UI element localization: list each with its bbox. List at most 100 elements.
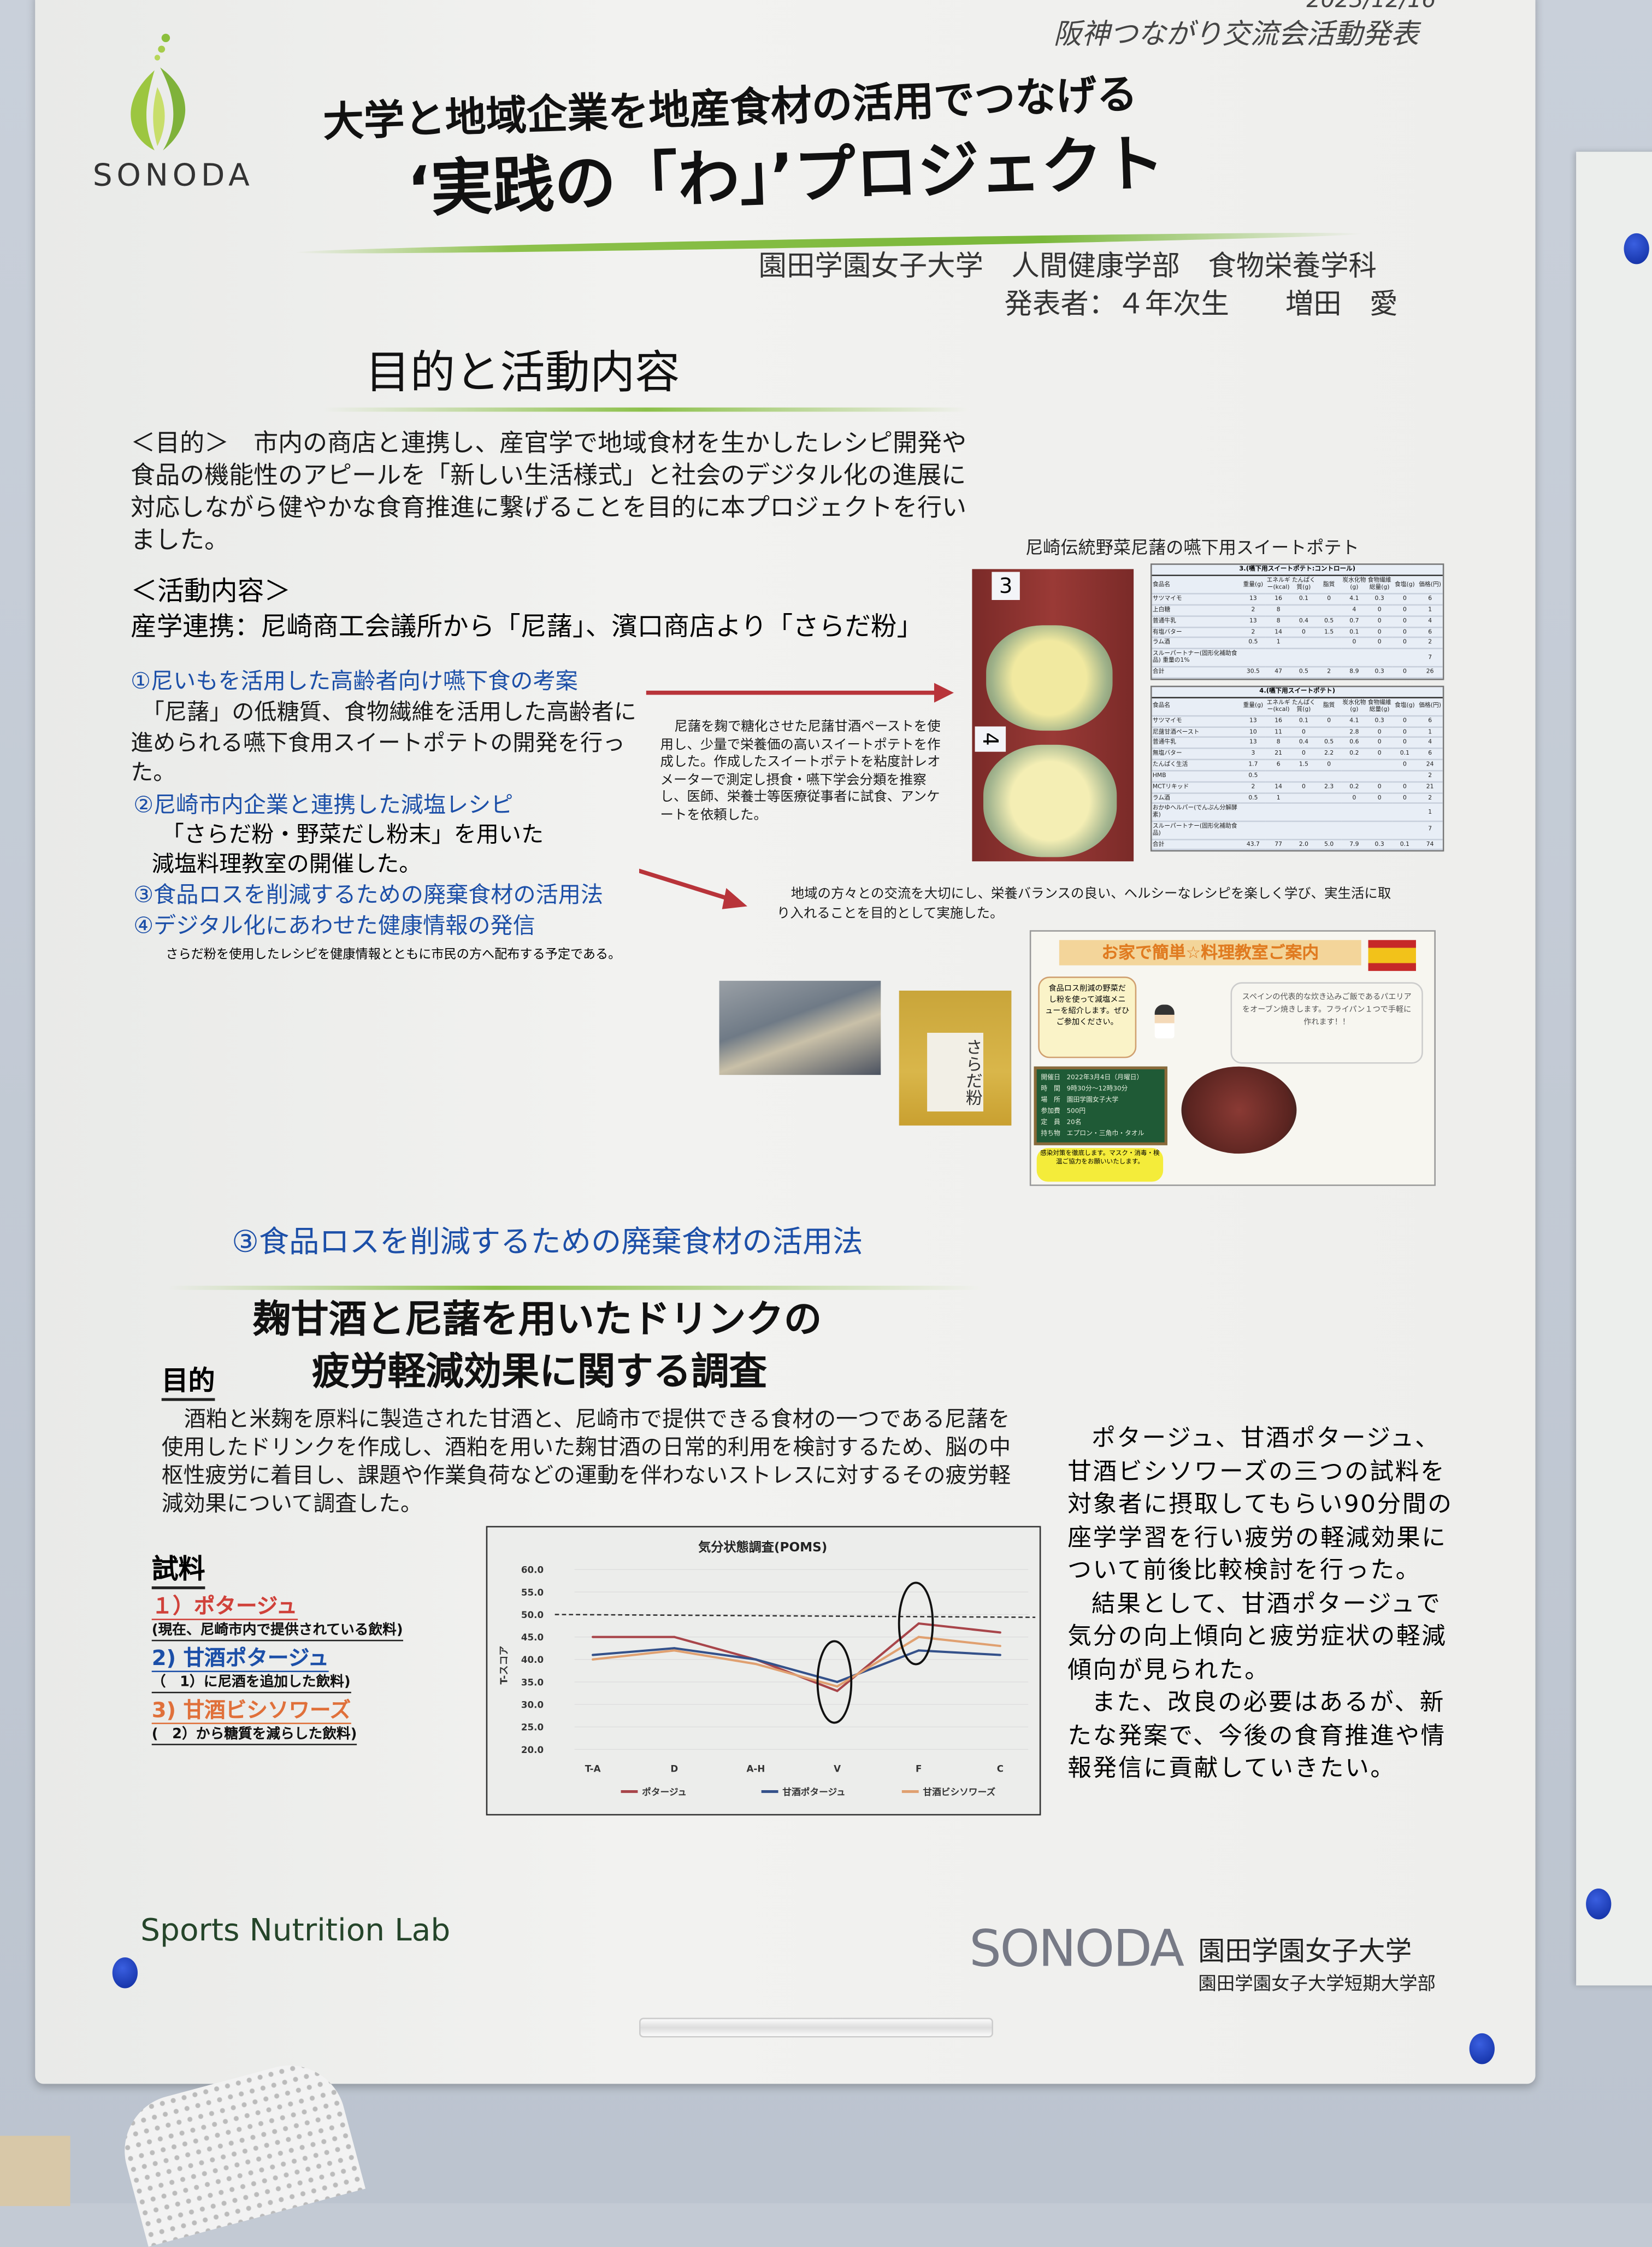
study-title-line1: 麹甘酒と尼藷を用いたドリンクの (252, 1298, 822, 1342)
table-cell (1240, 803, 1266, 822)
arrow-right-icon (646, 683, 954, 703)
table-row: ラム酒 0.5 1 0 0 0 2 (1152, 792, 1443, 804)
table-row: サツマイモ 13 16 0.1 0 4.1 0.3 0 6 (1152, 593, 1443, 605)
board-line: 開催日 2022年3月4日（月曜日） (1041, 1075, 1143, 1082)
y-tick-label: 50.0 (521, 1609, 544, 1620)
table-cell: 0.1 (1291, 593, 1317, 605)
table-cell: 0.6 (1341, 737, 1367, 750)
discussion-text: ポタージュ、甘酒ポタージュ、甘酒ビシソワーズの三つの試料を対象者に摂取してもらい… (1067, 1424, 1461, 1787)
table-cell: 1 (1417, 604, 1443, 617)
class-note: 地域の方々との交流を大切にし、栄養バランスの良い、ヘルシーなレシピを楽しく学び、… (776, 886, 1391, 922)
table-cell: 無塩バター (1152, 748, 1241, 761)
activity-item-4-title: ④デジタル化にあわせた健康情報の発信 (133, 911, 535, 939)
data-point (673, 1647, 676, 1650)
table-cell: 0 (1341, 792, 1367, 804)
push-pin-icon (1469, 2033, 1495, 2064)
table-cell (1266, 803, 1291, 822)
legend-label: ポタージュ (642, 1786, 687, 1797)
table-cell (1266, 770, 1291, 783)
table-cell: 0.5 (1316, 615, 1342, 628)
table-cell: 13 (1240, 715, 1266, 727)
samples-label: 試料 (151, 1554, 205, 1589)
paella-photo (1181, 1066, 1297, 1154)
table-cell: 0 (1367, 748, 1393, 761)
section-heading: 目的と活動内容 (365, 345, 680, 399)
table-cell: 13 (1240, 593, 1266, 605)
column-header: 炭水化物(g) (1341, 577, 1367, 595)
adjacent-poster-edge (1576, 151, 1652, 1986)
table-row: スルーパートナー(固形化補助食品) 重量の1% 7 (1152, 649, 1443, 667)
sample-flag: 4 (975, 726, 1006, 752)
column-header: 食品名 (1152, 577, 1241, 595)
data-point (999, 1631, 1001, 1634)
column-header: たんぱく質(g) (1291, 577, 1317, 595)
table-cell: 0.3 (1367, 715, 1393, 727)
nutrition-table-control: 3.(嚥下用スイートポテト:コントロール) 食品名 重量(g) エネルギー(kcal)… (1150, 563, 1444, 680)
table-cell: 有塩バター (1152, 626, 1241, 639)
table-cell: 2.3 (1316, 781, 1342, 793)
table-cell (1316, 770, 1342, 783)
reference-line-50 (554, 1614, 1036, 1618)
table-cell: 2.8 (1341, 726, 1367, 738)
data-point (754, 1662, 757, 1666)
activity-item-2-body: 「さらだ粉・野菜だし粉末」を用いた (161, 820, 544, 848)
table-cell: 0 (1291, 781, 1317, 793)
column-header: 脂質 (1316, 698, 1342, 716)
activity-item-2-title: ②尼崎市内企業と連携した減塩レシピ (133, 791, 514, 818)
sample-description: (現在、尼崎市内で提供されている飲料) (151, 1623, 403, 1642)
table-cell: サツマイモ (1152, 593, 1241, 605)
table-row: 上白糖 2 8 4 0 0 1 (1152, 604, 1443, 617)
y-tick-label: 60.0 (521, 1564, 544, 1575)
column-header: 食品名 (1152, 698, 1241, 716)
table-cell: たんぱく生活 (1152, 759, 1241, 772)
table-cell: 13 (1240, 737, 1266, 750)
activity-item-2-body: 減塩料理教室の開催した。 (151, 850, 422, 877)
table-cell: 0 (1392, 781, 1418, 793)
affiliation: 園田学園女子大学 人間健康学部 食物栄養学科 (758, 249, 1377, 283)
x-tick-label: V (834, 1763, 841, 1774)
column-header: 価格(円) (1417, 698, 1443, 716)
nutrition-tables: 3.(嚥下用スイートポテト:コントロール) 食品名 重量(g) エネルギー(kcal)… (1150, 563, 1444, 852)
table-cell: 1 (1266, 792, 1291, 804)
table-cell: 0 (1392, 638, 1418, 650)
salad-powder-package-photo: さらだ粉 (899, 990, 1012, 1126)
table-cell (1341, 759, 1367, 772)
table-cell: 合計 (1152, 839, 1241, 851)
table-row: おかゆヘルパー(でんぷん分解酵素) 1 (1152, 803, 1443, 822)
column-header: 炭水化物(g) (1341, 698, 1367, 716)
table-cell: 0 (1367, 638, 1393, 650)
table-cell: 2 (1240, 626, 1266, 639)
table-cell: 0 (1392, 792, 1418, 804)
table-cell (1367, 649, 1393, 667)
flyer-bubble-right: スペインの代表的な炊き込みご飯であるパエリアをオーブン焼きします。フライパン１つ… (1230, 982, 1423, 1064)
table-cell: 1 (1417, 726, 1443, 738)
arrow-down-right-icon (639, 868, 747, 909)
table-cell (1341, 821, 1367, 840)
table-row: 合計 30.5 47 0.5 2 8.9 0.3 0 26 (1152, 666, 1443, 679)
table-cell (1367, 759, 1393, 772)
table-cell (1291, 821, 1317, 840)
data-point (592, 1654, 594, 1656)
table-cell: 0 (1291, 626, 1317, 639)
highlight-ellipse (816, 1640, 853, 1724)
table-cell: MCTリキッド (1152, 781, 1241, 793)
table-cell: 0.5 (1316, 737, 1342, 750)
footer-logo: SONODA (969, 1921, 1184, 1979)
table-cell (1367, 821, 1393, 840)
sweetpotato-photo: 3 4 (972, 569, 1134, 862)
x-tick-label: D (670, 1763, 678, 1774)
y-tick-label: 20.0 (521, 1744, 544, 1755)
table-cell: 上白糖 (1152, 604, 1241, 617)
chef-illustration (1154, 1004, 1175, 1039)
table-cell: 8.9 (1341, 666, 1367, 679)
table-cell (1392, 803, 1418, 822)
table-cell (1367, 803, 1393, 822)
lab-name: Sports Nutrition Lab (140, 1914, 451, 1949)
date: 2023/12/16 (1306, 0, 1436, 13)
table-cell (1316, 604, 1342, 617)
table-cell: 1 (1417, 803, 1443, 822)
table-row: 有塩バター 2 14 0 1.5 0.1 0 0 6 (1152, 626, 1443, 639)
table-cell: 0.2 (1341, 781, 1367, 793)
table-row: 合計 43.7 77 2.0 5.0 7.9 0.3 0.1 74 (1152, 839, 1443, 851)
item4-note: さらだ粉を使用したレシピを健康情報とともに市民の方へ配布する予定である。 (166, 948, 621, 963)
